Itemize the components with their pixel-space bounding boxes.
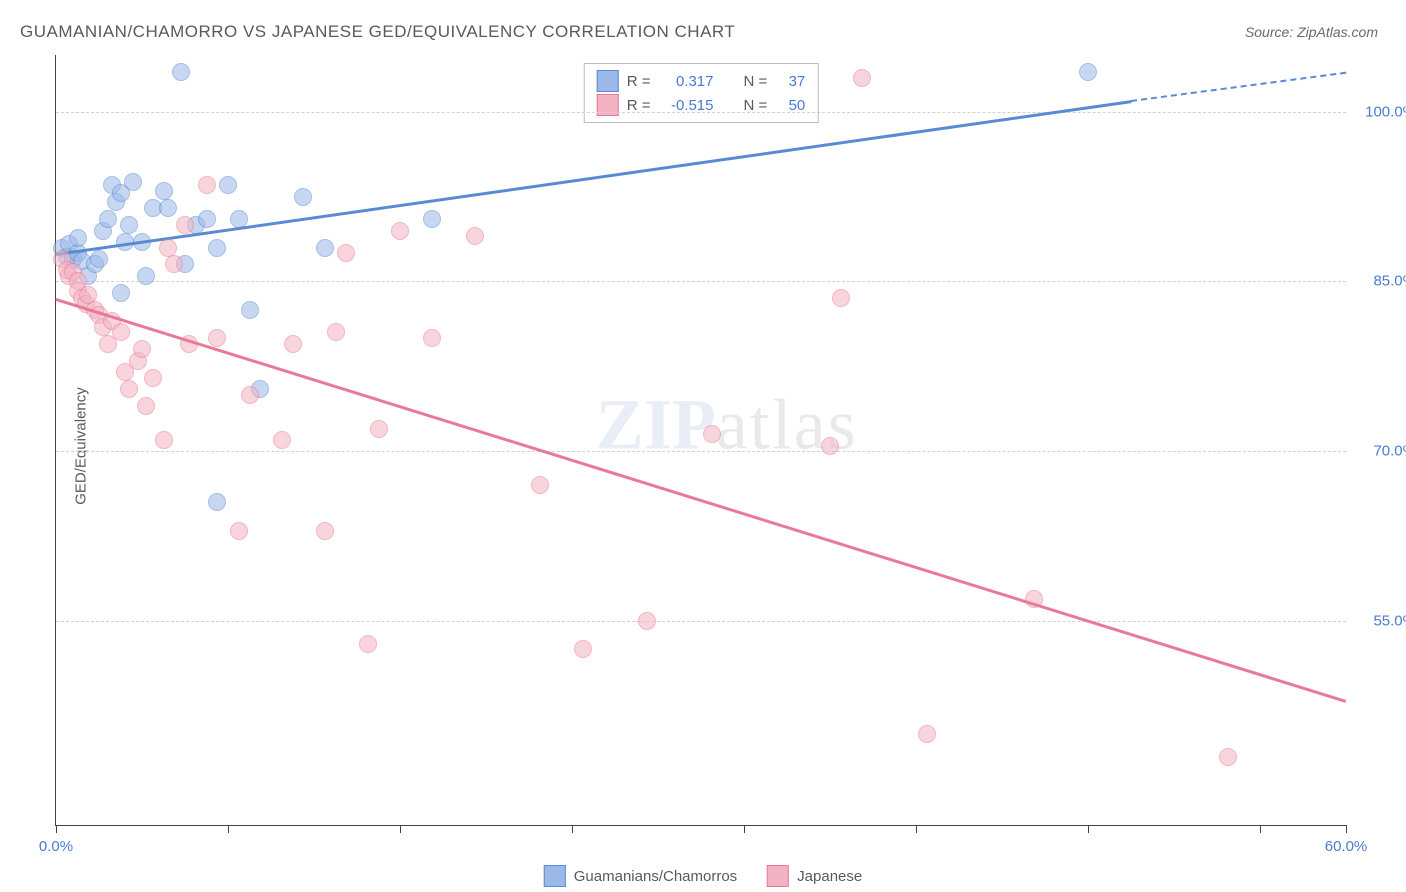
x-tick (572, 825, 573, 833)
data-point (124, 173, 142, 191)
legend-row: R = 0.317 N = 37 (597, 70, 806, 92)
data-point (198, 176, 216, 194)
data-point (208, 329, 226, 347)
x-tick (1088, 825, 1089, 833)
legend-item: Guamanians/Chamorros (544, 865, 737, 887)
data-point (159, 239, 177, 257)
data-point (208, 493, 226, 511)
data-point (172, 63, 190, 81)
scatter-plot-area: ZIPatlas R =0.317N =37R =-0.515N =50 55.… (55, 55, 1346, 826)
data-point (853, 69, 871, 87)
x-tick (744, 825, 745, 833)
data-point (327, 323, 345, 341)
data-point (176, 216, 194, 234)
x-tick (1346, 825, 1347, 833)
data-point (391, 222, 409, 240)
gridline-h (56, 621, 1346, 622)
chart-title: GUAMANIAN/CHAMORRO VS JAPANESE GED/EQUIV… (20, 22, 735, 42)
data-point (165, 255, 183, 273)
correlation-legend: R = 0.317 N = 37 R =-0.515N =50 (584, 63, 819, 123)
data-point (370, 420, 388, 438)
data-point (137, 267, 155, 285)
data-point (832, 289, 850, 307)
series-legend: Guamanians/Chamorros Japanese (544, 865, 862, 887)
data-point (241, 386, 259, 404)
x-tick (400, 825, 401, 833)
gridline-h (56, 451, 1346, 452)
x-tick (228, 825, 229, 833)
data-point (112, 323, 130, 341)
data-point (423, 210, 441, 228)
data-point (821, 437, 839, 455)
data-point (337, 244, 355, 262)
data-point (208, 239, 226, 257)
data-point (703, 425, 721, 443)
trend-line-dashed (1131, 72, 1346, 102)
data-point (466, 227, 484, 245)
data-point (133, 340, 151, 358)
x-tick-label: 0.0% (39, 838, 73, 855)
data-point (112, 284, 130, 302)
gridline-h (56, 281, 1346, 282)
x-tick (916, 825, 917, 833)
data-point (294, 188, 312, 206)
data-point (531, 476, 549, 494)
legend-swatch (597, 70, 619, 92)
legend-swatch (767, 865, 789, 887)
data-point (219, 176, 237, 194)
legend-label: Guamanians/Chamorros (574, 868, 737, 885)
legend-swatch (597, 94, 619, 116)
r-value: 0.317 (659, 73, 714, 90)
data-point (90, 250, 108, 268)
x-tick (56, 825, 57, 833)
data-point (241, 301, 259, 319)
data-point (284, 335, 302, 353)
data-point (574, 640, 592, 658)
x-tick-label: 60.0% (1325, 838, 1368, 855)
y-tick-label: 70.0% (1356, 443, 1406, 460)
source-attribution: Source: ZipAtlas.com (1245, 24, 1378, 40)
data-point (120, 216, 138, 234)
n-value: 37 (775, 73, 805, 90)
data-point (230, 522, 248, 540)
data-point (159, 199, 177, 217)
data-point (1219, 748, 1237, 766)
data-point (638, 612, 656, 630)
data-point (144, 369, 162, 387)
data-point (99, 210, 117, 228)
data-point (155, 431, 173, 449)
gridline-h (56, 112, 1346, 113)
data-point (423, 329, 441, 347)
data-point (1079, 63, 1097, 81)
r-label: R = (627, 73, 651, 90)
legend-item: Japanese (767, 865, 862, 887)
data-point (273, 431, 291, 449)
data-point (137, 397, 155, 415)
y-tick-label: 100.0% (1356, 103, 1406, 120)
data-point (69, 229, 87, 247)
data-point (198, 210, 216, 228)
trend-line (56, 299, 1347, 703)
data-point (155, 182, 173, 200)
legend-label: Japanese (797, 868, 862, 885)
data-point (918, 725, 936, 743)
watermark: ZIPatlas (596, 383, 858, 466)
n-label: N = (744, 73, 768, 90)
trend-line (56, 100, 1131, 255)
legend-row: R =-0.515N =50 (597, 94, 806, 116)
x-tick (1260, 825, 1261, 833)
data-point (359, 635, 377, 653)
data-point (316, 239, 334, 257)
data-point (316, 522, 334, 540)
y-tick-label: 55.0% (1356, 613, 1406, 630)
legend-swatch (544, 865, 566, 887)
y-tick-label: 85.0% (1356, 273, 1406, 290)
data-point (120, 380, 138, 398)
